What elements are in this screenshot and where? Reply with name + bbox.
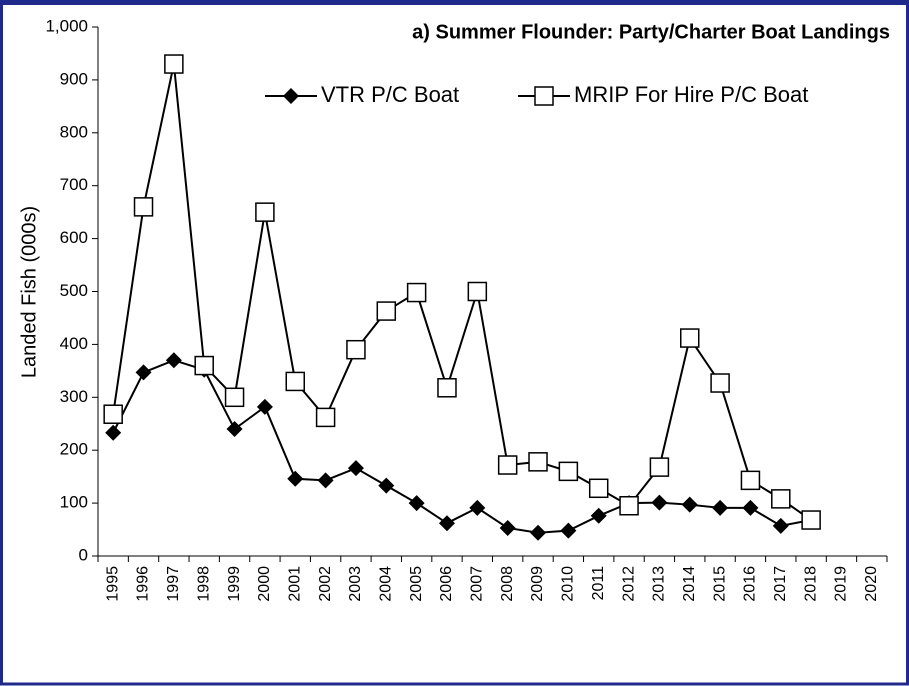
legend-marker (534, 86, 554, 106)
y-axis-label: Landed Fish (000s) (18, 206, 40, 378)
data-point (801, 510, 821, 530)
data-point (164, 54, 184, 74)
data-point (649, 457, 670, 477)
y-tick-label: 100 (60, 493, 88, 512)
y-tick-label: 400 (60, 334, 88, 353)
x-tick-label: 2003 (347, 566, 364, 602)
x-tick-label: 2002 (317, 566, 334, 602)
x-tick-label: 2015 (711, 566, 728, 602)
x-tick-label: 2019 (833, 566, 850, 602)
data-point (378, 477, 395, 494)
data-point (619, 495, 639, 516)
x-tick-label: 1996 (135, 566, 152, 602)
x-tick-label: 2001 (286, 566, 303, 602)
x-tick-label: 2013 (651, 566, 668, 602)
x-tick-label: 2006 (438, 566, 455, 602)
data-point (135, 364, 152, 381)
data-point (771, 489, 791, 509)
x-tick-label: 2005 (408, 566, 425, 602)
data-point (287, 470, 304, 487)
x-tick-label: 2007 (469, 566, 486, 602)
data-point (256, 398, 273, 415)
data-point (588, 478, 609, 499)
data-point (406, 282, 427, 303)
y-tick-label: 300 (60, 387, 88, 406)
x-tick-label: 2012 (620, 566, 637, 602)
data-point (103, 404, 123, 424)
x-tick-label: 1997 (165, 566, 182, 602)
data-point (317, 472, 334, 489)
x-tick-label: 1998 (195, 566, 212, 602)
data-point (772, 517, 789, 534)
data-point (438, 515, 455, 532)
data-point (742, 499, 759, 516)
data-point (347, 460, 364, 477)
x-tick-label: 2004 (378, 566, 395, 602)
data-point (467, 281, 488, 302)
x-tick-label: 2009 (529, 566, 546, 602)
series-line (112, 63, 812, 521)
data-point (408, 495, 425, 512)
y-tick-label: 200 (60, 440, 88, 459)
x-tick-label: 2016 (742, 566, 759, 602)
data-point (560, 522, 577, 539)
data-point (346, 339, 366, 360)
y-tick-label: 700 (60, 175, 88, 194)
data-point (133, 197, 154, 217)
legend-label: VTR P/C Boat (321, 82, 459, 107)
x-tick-label: 2011 (590, 566, 607, 601)
data-point (224, 387, 245, 408)
data-point (530, 524, 547, 541)
series-line (112, 359, 812, 534)
data-point (651, 494, 668, 511)
y-tick-label: 500 (60, 281, 88, 300)
x-tick-label: 2018 (802, 566, 819, 602)
data-point (315, 407, 336, 428)
data-point (499, 519, 516, 536)
data-point (740, 470, 761, 491)
data-point (710, 373, 730, 393)
data-point (105, 424, 122, 441)
data-point (226, 421, 243, 438)
data-point (681, 496, 698, 513)
data-point (255, 202, 275, 222)
data-point (590, 507, 607, 524)
data-point (497, 455, 518, 475)
x-tick-label: 2000 (256, 566, 273, 602)
x-tick-label: 2010 (560, 566, 577, 602)
y-tick-label: 600 (60, 228, 88, 247)
data-point (194, 355, 214, 376)
x-tick-label: 2008 (499, 566, 516, 602)
x-tick-label: 1995 (104, 566, 121, 602)
x-tick-label: 2017 (772, 566, 789, 602)
data-point (376, 301, 397, 321)
y-tick-label: 800 (60, 122, 88, 141)
data-point (558, 461, 579, 482)
x-tick-label: 2020 (863, 566, 880, 602)
x-tick-label: 2014 (681, 566, 698, 602)
data-point (469, 499, 486, 516)
top-bar (0, 0, 909, 5)
data-point (437, 378, 457, 398)
chart-title: a) Summer Flounder: Party/Charter Boat L… (412, 21, 890, 43)
x-tick-label: 1999 (226, 566, 243, 602)
y-tick-label: 1,000 (45, 16, 88, 35)
y-tick-label: 0 (79, 545, 88, 564)
y-tick-label: 900 (60, 69, 88, 88)
data-point (528, 452, 548, 472)
data-point (712, 499, 729, 516)
legend-label: MRIP For Hire P/C Boat (574, 82, 808, 107)
legend-marker (283, 88, 299, 104)
data-point (680, 328, 700, 348)
data-point (165, 352, 182, 369)
data-point (285, 371, 305, 392)
